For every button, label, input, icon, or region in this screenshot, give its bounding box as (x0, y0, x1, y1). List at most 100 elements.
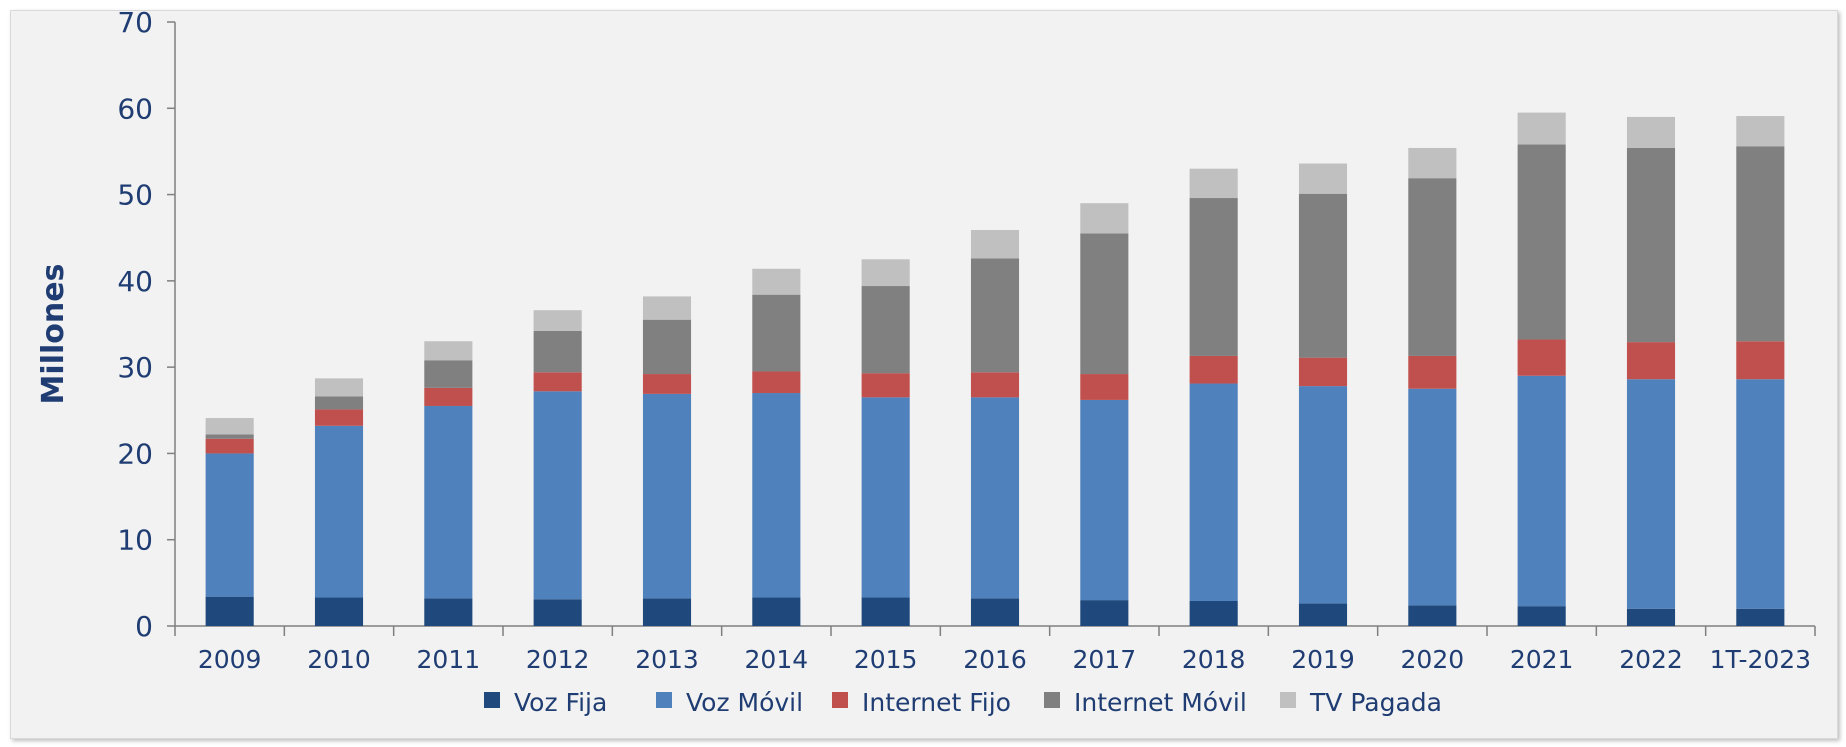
bar-segment-voz-m-vil-1t-2023 (1736, 379, 1785, 609)
bar-segment-internet-fijo-2011 (424, 387, 473, 406)
bar-segment-internet-m-vil-2022 (1626, 147, 1676, 343)
x-tick-label: 1T-2023 (1710, 645, 1812, 674)
y-axis: 0 10 20 30 40 50 60 70 (117, 11, 176, 643)
bar-segment-internet-m-vil-2015 (861, 286, 910, 374)
bar-segment-internet-m-vil-2020 (1408, 178, 1457, 356)
bar-segment-internet-fijo-2016 (970, 372, 1020, 398)
bar-segment-tv-pagada-2020 (1408, 147, 1457, 179)
bar-segment-voz-fija-2021 (1517, 606, 1566, 626)
legend: Voz Fija Voz Móvil Internet Fijo Internet M… (484, 688, 1442, 717)
x-tick-label: 2009 (198, 645, 262, 674)
bar-segment-voz-fija-1t-2023 (1736, 608, 1785, 626)
bar-segment-internet-fijo-2019 (1298, 357, 1348, 387)
legend-swatch (1280, 692, 1296, 708)
bar-segment-internet-fijo-2017 (1080, 374, 1129, 400)
bar-segment-voz-fija-2020 (1408, 605, 1457, 626)
bar-segment-voz-fija-2022 (1626, 608, 1676, 626)
x-tick-label: 2018 (1182, 645, 1246, 674)
legend-label: Internet Fijo (862, 688, 1011, 717)
bar-segment-voz-m-vil-2017 (1080, 399, 1129, 601)
bar-segment-tv-pagada-2016 (970, 229, 1020, 259)
bar-segment-tv-pagada-2010 (314, 378, 364, 397)
bar-segment-tv-pagada-2018 (1189, 168, 1238, 199)
bar-segment-tv-pagada-2009 (205, 418, 254, 435)
bar-segment-internet-m-vil-2021 (1517, 144, 1566, 340)
bar-segment-internet-fijo-2009 (205, 438, 254, 454)
bar-segment-internet-fijo-2013 (642, 374, 692, 394)
bar-segment-internet-m-vil-2011 (424, 360, 473, 388)
bar-segment-voz-fija-2019 (1298, 603, 1348, 626)
legend-label: Voz Fija (514, 688, 607, 717)
bar-segment-internet-m-vil-2014 (752, 294, 801, 372)
bar-segment-voz-fija-2011 (424, 598, 473, 626)
y-tick-label: 50 (117, 179, 153, 212)
bar-segment-internet-m-vil-2019 (1298, 193, 1348, 358)
y-tick-label: 20 (117, 437, 153, 470)
y-tick-label: 40 (117, 265, 153, 298)
bar-segment-tv-pagada-2013 (642, 296, 692, 320)
legend-swatch (656, 692, 672, 708)
bar-segment-tv-pagada-2021 (1517, 112, 1566, 145)
bar-segment-internet-m-vil-2018 (1189, 198, 1238, 356)
bar-segment-voz-fija-2015 (861, 597, 910, 626)
x-tick-label: 2011 (417, 645, 481, 674)
bar-segment-voz-fija-2013 (642, 598, 692, 626)
y-tick-label: 70 (117, 11, 153, 39)
bar-segment-internet-fijo-1t-2023 (1736, 341, 1785, 380)
bar-segment-voz-m-vil-2010 (314, 425, 364, 598)
y-axis-title: Millones (36, 264, 71, 405)
bar-segment-tv-pagada-2015 (861, 259, 910, 287)
bar-segment-internet-m-vil-2010 (314, 396, 364, 410)
bar-segment-internet-fijo-2022 (1626, 342, 1676, 380)
bar-segment-tv-pagada-2014 (752, 268, 801, 295)
bar-segment-voz-fija-2017 (1080, 600, 1129, 626)
bar-segment-internet-fijo-2015 (861, 373, 910, 398)
y-tick-label: 30 (117, 351, 153, 384)
y-tick-label: 10 (117, 524, 153, 557)
bar-segment-tv-pagada-2022 (1626, 116, 1676, 148)
bar-segment-internet-fijo-2014 (752, 371, 801, 394)
bar-segment-internet-fijo-2012 (533, 372, 582, 392)
bar-segment-voz-m-vil-2009 (205, 453, 254, 597)
x-axis: 2009 2010 2011 2012 2013 2014 2015 2016 2017 2018… (174, 625, 1816, 674)
legend-label: Internet Móvil (1074, 688, 1247, 717)
bar-segment-tv-pagada-2012 (533, 310, 582, 331)
bar-segment-internet-fijo-2021 (1517, 339, 1566, 376)
bar-segment-voz-m-vil-2020 (1408, 388, 1457, 606)
bar-segment-voz-fija-2012 (533, 599, 582, 626)
bar-segment-internet-fijo-2018 (1189, 355, 1238, 384)
bar-segment-voz-fija-2014 (752, 597, 801, 626)
bars (205, 112, 1785, 626)
bar-segment-voz-m-vil-2018 (1189, 383, 1238, 601)
bar-segment-internet-m-vil-2013 (642, 319, 692, 375)
x-tick-label: 2016 (963, 645, 1027, 674)
x-tick-label: 2012 (526, 645, 590, 674)
x-tick-label: 2022 (1619, 645, 1683, 674)
bar-segment-voz-fija-2010 (314, 597, 364, 626)
bar-segment-tv-pagada-2011 (424, 341, 473, 361)
bar-segment-tv-pagada-2019 (1298, 163, 1348, 194)
x-tick-label: 2021 (1510, 645, 1574, 674)
bar-segment-tv-pagada-1t-2023 (1736, 116, 1785, 147)
bar-segment-voz-m-vil-2016 (970, 397, 1020, 599)
bar-segment-internet-fijo-2010 (314, 409, 364, 426)
bar-segment-internet-m-vil-2016 (970, 258, 1020, 373)
bar-segment-internet-m-vil-2012 (533, 330, 582, 373)
legend-swatch (484, 692, 500, 708)
x-tick-label: 2014 (745, 645, 809, 674)
bar-segment-voz-fija-2018 (1189, 600, 1238, 626)
bar-segment-internet-m-vil-1t-2023 (1736, 146, 1785, 342)
x-tick-label: 2013 (635, 645, 699, 674)
y-tick-label: 0 (135, 610, 153, 643)
bar-segment-voz-fija-2016 (970, 598, 1020, 626)
bar-segment-voz-m-vil-2013 (642, 393, 692, 599)
bar-segment-internet-m-vil-2009 (205, 434, 254, 439)
bar-segment-voz-m-vil-2021 (1517, 375, 1566, 607)
bar-segment-voz-m-vil-2014 (752, 393, 801, 598)
bar-segment-tv-pagada-2017 (1080, 203, 1129, 234)
x-tick-label: 2020 (1401, 645, 1465, 674)
x-tick-label: 2010 (307, 645, 371, 674)
bar-segment-voz-m-vil-2022 (1626, 379, 1676, 609)
bar-segment-voz-fija-2009 (205, 596, 254, 626)
legend-label: TV Pagada (1309, 688, 1442, 717)
